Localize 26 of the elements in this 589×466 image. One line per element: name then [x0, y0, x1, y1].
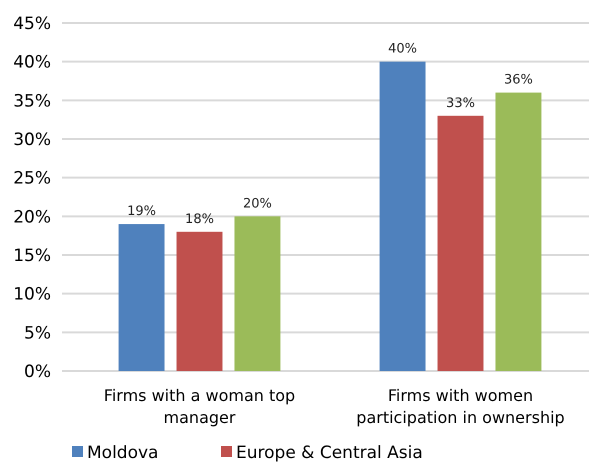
bar	[176, 232, 222, 371]
data-label: 18%	[185, 212, 214, 227]
data-label: 19%	[127, 204, 156, 220]
data-label: 36%	[504, 72, 533, 88]
legend-label: Moldova	[87, 443, 158, 463]
y-tick-label: 45%	[13, 14, 51, 34]
bar	[495, 92, 542, 371]
bar	[118, 224, 165, 371]
x-tick-label: Firms with a woman top manager	[104, 386, 296, 427]
y-tick-label: 5%	[24, 323, 51, 344]
y-tick-label: 35%	[13, 91, 51, 112]
y-tick-label: 30%	[13, 130, 51, 150]
y-tick-label: 20%	[13, 207, 51, 228]
y-tick-label: 10%	[13, 284, 51, 305]
y-tick-label: 25%	[13, 168, 51, 189]
data-label: 20%	[242, 196, 272, 212]
y-tick-label: 0%	[24, 362, 51, 382]
x-tick-label: Firms with women participation in ownership	[356, 386, 565, 427]
bar	[234, 216, 280, 371]
legend-label: Europe & Central Asia	[236, 443, 423, 463]
bar	[380, 62, 426, 371]
data-label: 33%	[446, 96, 475, 111]
y-tick-label: 40%	[13, 52, 51, 73]
bar	[438, 116, 484, 371]
data-label: 40%	[388, 42, 418, 57]
y-tick-label: 15%	[13, 246, 51, 266]
